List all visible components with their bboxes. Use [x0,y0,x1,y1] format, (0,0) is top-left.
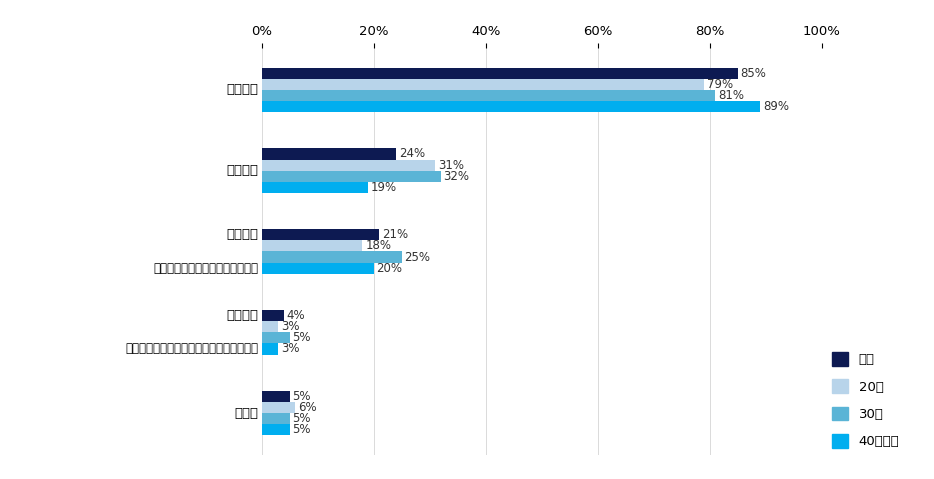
Bar [262,251,402,262]
Text: 79%: 79% [707,78,733,91]
Text: 21%: 21% [382,228,408,241]
Text: 85%: 85% [741,67,767,80]
Bar [262,229,379,240]
Bar [262,90,715,101]
Text: 3%: 3% [281,320,300,333]
Bar [262,343,278,354]
Bar [262,332,290,343]
Text: 5%: 5% [292,331,311,344]
Text: マタハラ: マタハラ [227,309,259,322]
Text: （顧客等からの著しい迷惑行為）: （顧客等からの著しい迷惑行為） [154,262,259,275]
Text: 4%: 4% [287,309,305,322]
Text: 81%: 81% [718,89,744,102]
Bar [262,101,760,112]
Bar [262,413,290,424]
Text: その他: その他 [234,407,259,420]
Bar [262,240,362,251]
Text: 19%: 19% [371,181,397,194]
Text: 5%: 5% [292,412,311,425]
Bar [262,160,435,171]
Bar [262,262,374,274]
Bar [262,171,441,182]
Text: 24%: 24% [399,148,425,160]
Bar [262,391,290,402]
Text: 20%: 20% [376,262,403,275]
Text: 89%: 89% [763,100,789,113]
Text: パワハラ: パワハラ [227,83,259,96]
Text: 32%: 32% [444,170,470,183]
Bar [262,310,284,321]
Text: 6%: 6% [298,401,317,414]
Text: 25%: 25% [404,251,431,263]
Legend: 全体, 20代, 30代, 40代以上: 全体, 20代, 30代, 40代以上 [832,352,899,448]
Text: 5%: 5% [292,390,311,403]
Bar [262,402,295,413]
Text: 3%: 3% [281,342,300,355]
Bar [262,321,278,332]
Text: （妊娠・出産・育児休業等への嫌がらせ）: （妊娠・出産・育児休業等への嫌がらせ） [126,342,259,355]
Text: 18%: 18% [365,240,391,252]
Text: 5%: 5% [292,423,311,436]
Bar [262,148,396,160]
Bar [262,79,704,90]
Text: 31%: 31% [438,159,464,171]
Bar [262,68,738,79]
Bar [262,182,368,193]
Text: カスハラ: カスハラ [227,228,259,241]
Text: セクハラ: セクハラ [227,164,259,177]
Bar [262,424,290,435]
